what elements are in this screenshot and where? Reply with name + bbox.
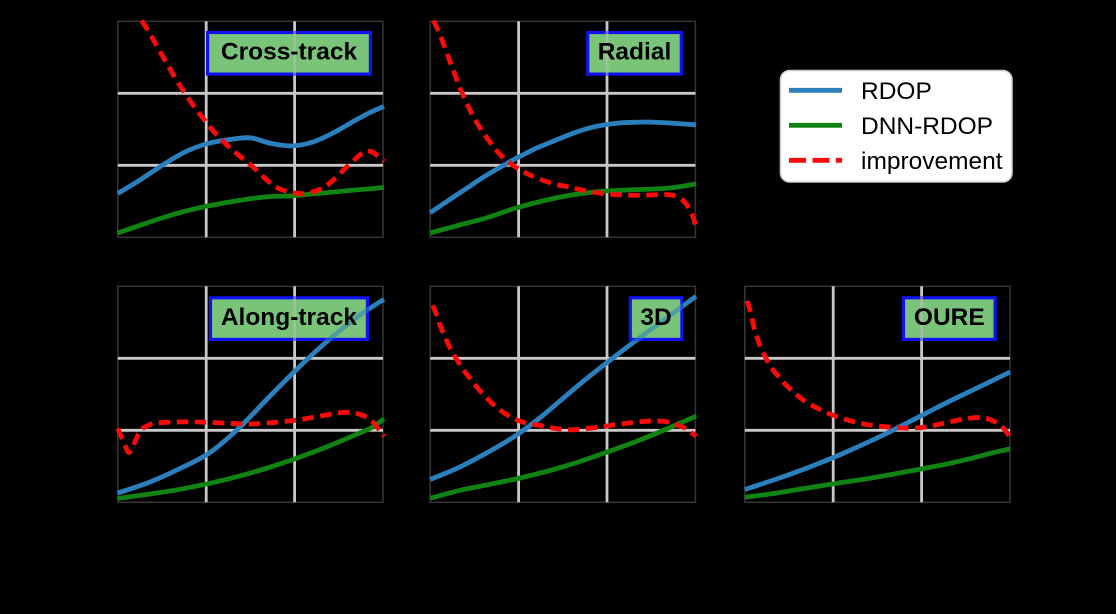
svg-text:improvement: improvement xyxy=(861,148,1003,175)
svg-text:Along-track: Along-track xyxy=(221,304,358,331)
svg-text:3D: 3D xyxy=(640,304,671,331)
svg-text:Cross-track: Cross-track xyxy=(221,39,358,66)
svg-text:OURE: OURE xyxy=(914,304,985,331)
svg-text:Radial: Radial xyxy=(598,39,672,66)
svg-text:DNN-RDOP: DNN-RDOP xyxy=(861,113,993,140)
svg-text:RDOP: RDOP xyxy=(861,78,932,105)
